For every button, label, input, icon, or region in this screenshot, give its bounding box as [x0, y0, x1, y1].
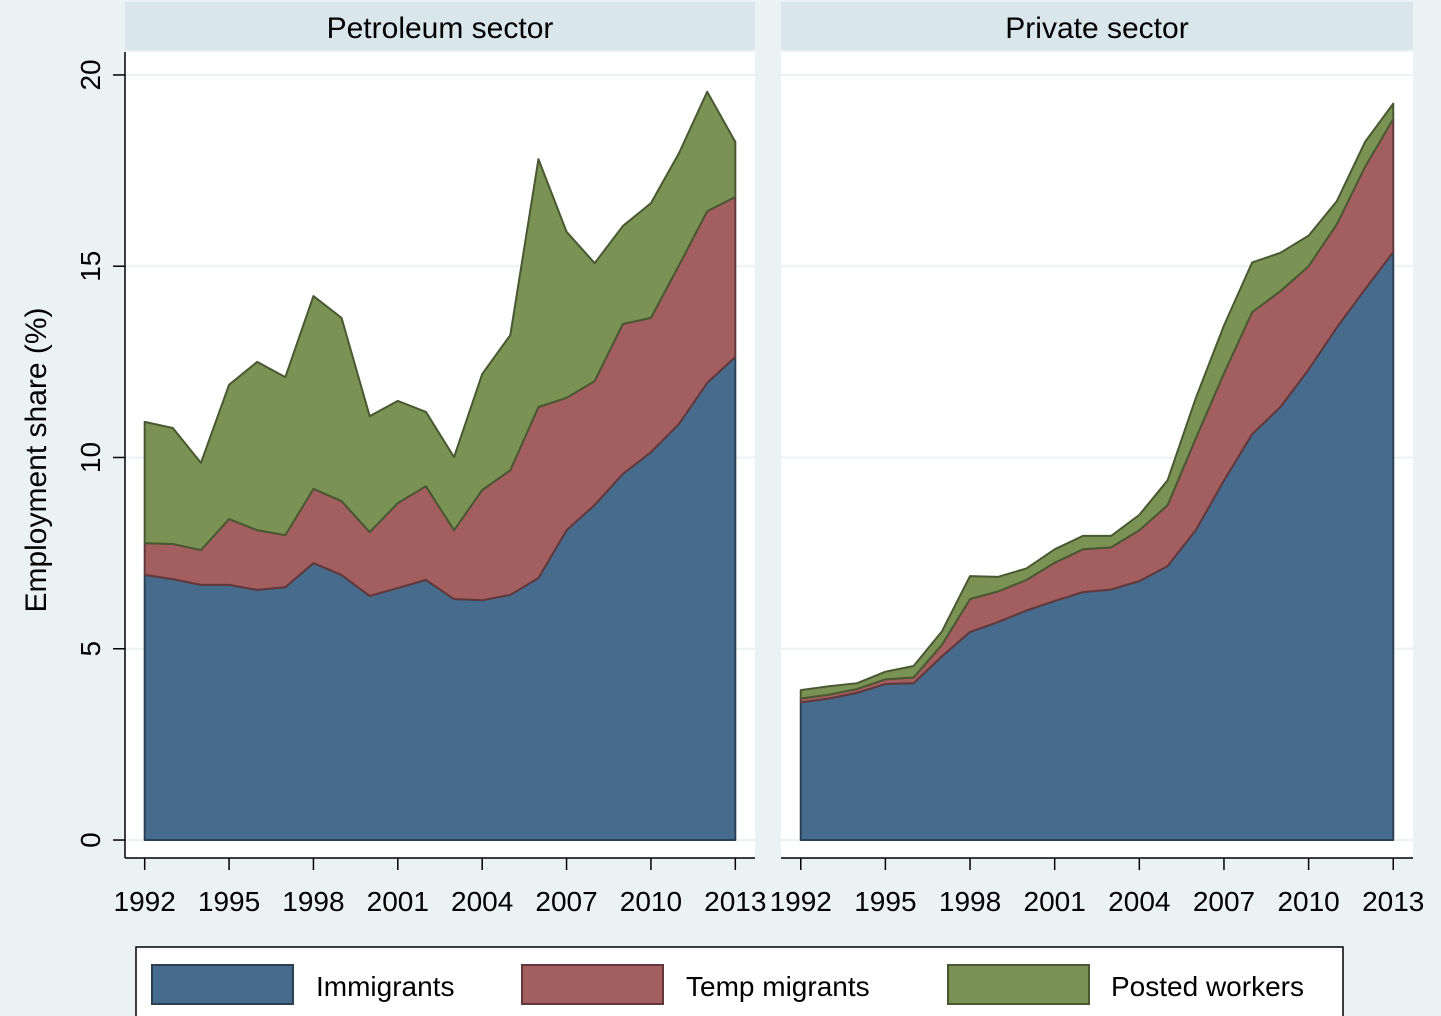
x-tick-label: 2010	[1277, 886, 1339, 917]
y-tick-label: 5	[75, 641, 106, 657]
panel-title: Private sector	[1005, 12, 1188, 45]
y-tick-label: 10	[75, 442, 106, 473]
y-tick-label: 20	[75, 59, 106, 90]
x-tick-label: 2004	[1108, 886, 1170, 917]
x-tick-label: 2013	[704, 886, 766, 917]
legend-key	[947, 964, 1090, 1005]
panel-header	[781, 2, 1413, 50]
x-tick-label: 1992	[770, 886, 832, 917]
x-tick-label: 1995	[198, 886, 260, 917]
x-tick-label: 1998	[282, 886, 344, 917]
area	[799, 102, 1395, 700]
legend-label: Temp migrants	[686, 971, 870, 1002]
x-tick-label: 2007	[1193, 886, 1255, 917]
x-tick-label: 2013	[1362, 886, 1424, 917]
x-tick-label: 1992	[114, 886, 176, 917]
legend	[135, 946, 1344, 1016]
x-tick-label: 1995	[854, 886, 916, 917]
panel-title: Petroleum sector	[327, 12, 554, 45]
x-tick-label: 2004	[451, 886, 513, 917]
x-tick-label: 2001	[1024, 886, 1086, 917]
y-tick-label: 0	[75, 832, 106, 848]
x-tick-label: 2010	[620, 886, 682, 917]
legend-label: Immigrants	[316, 971, 454, 1002]
area	[143, 90, 737, 552]
panel-header	[125, 2, 755, 50]
legend-key	[151, 964, 294, 1005]
y-axis-title: Employment share (%)	[20, 307, 53, 612]
x-tick-label: 2007	[535, 886, 597, 917]
legend-label: Posted workers	[1111, 971, 1304, 1002]
x-tick-label: 1998	[939, 886, 1001, 917]
y-tick-label: 15	[75, 251, 106, 282]
legend-key	[521, 964, 664, 1005]
x-tick-label: 2001	[367, 886, 429, 917]
